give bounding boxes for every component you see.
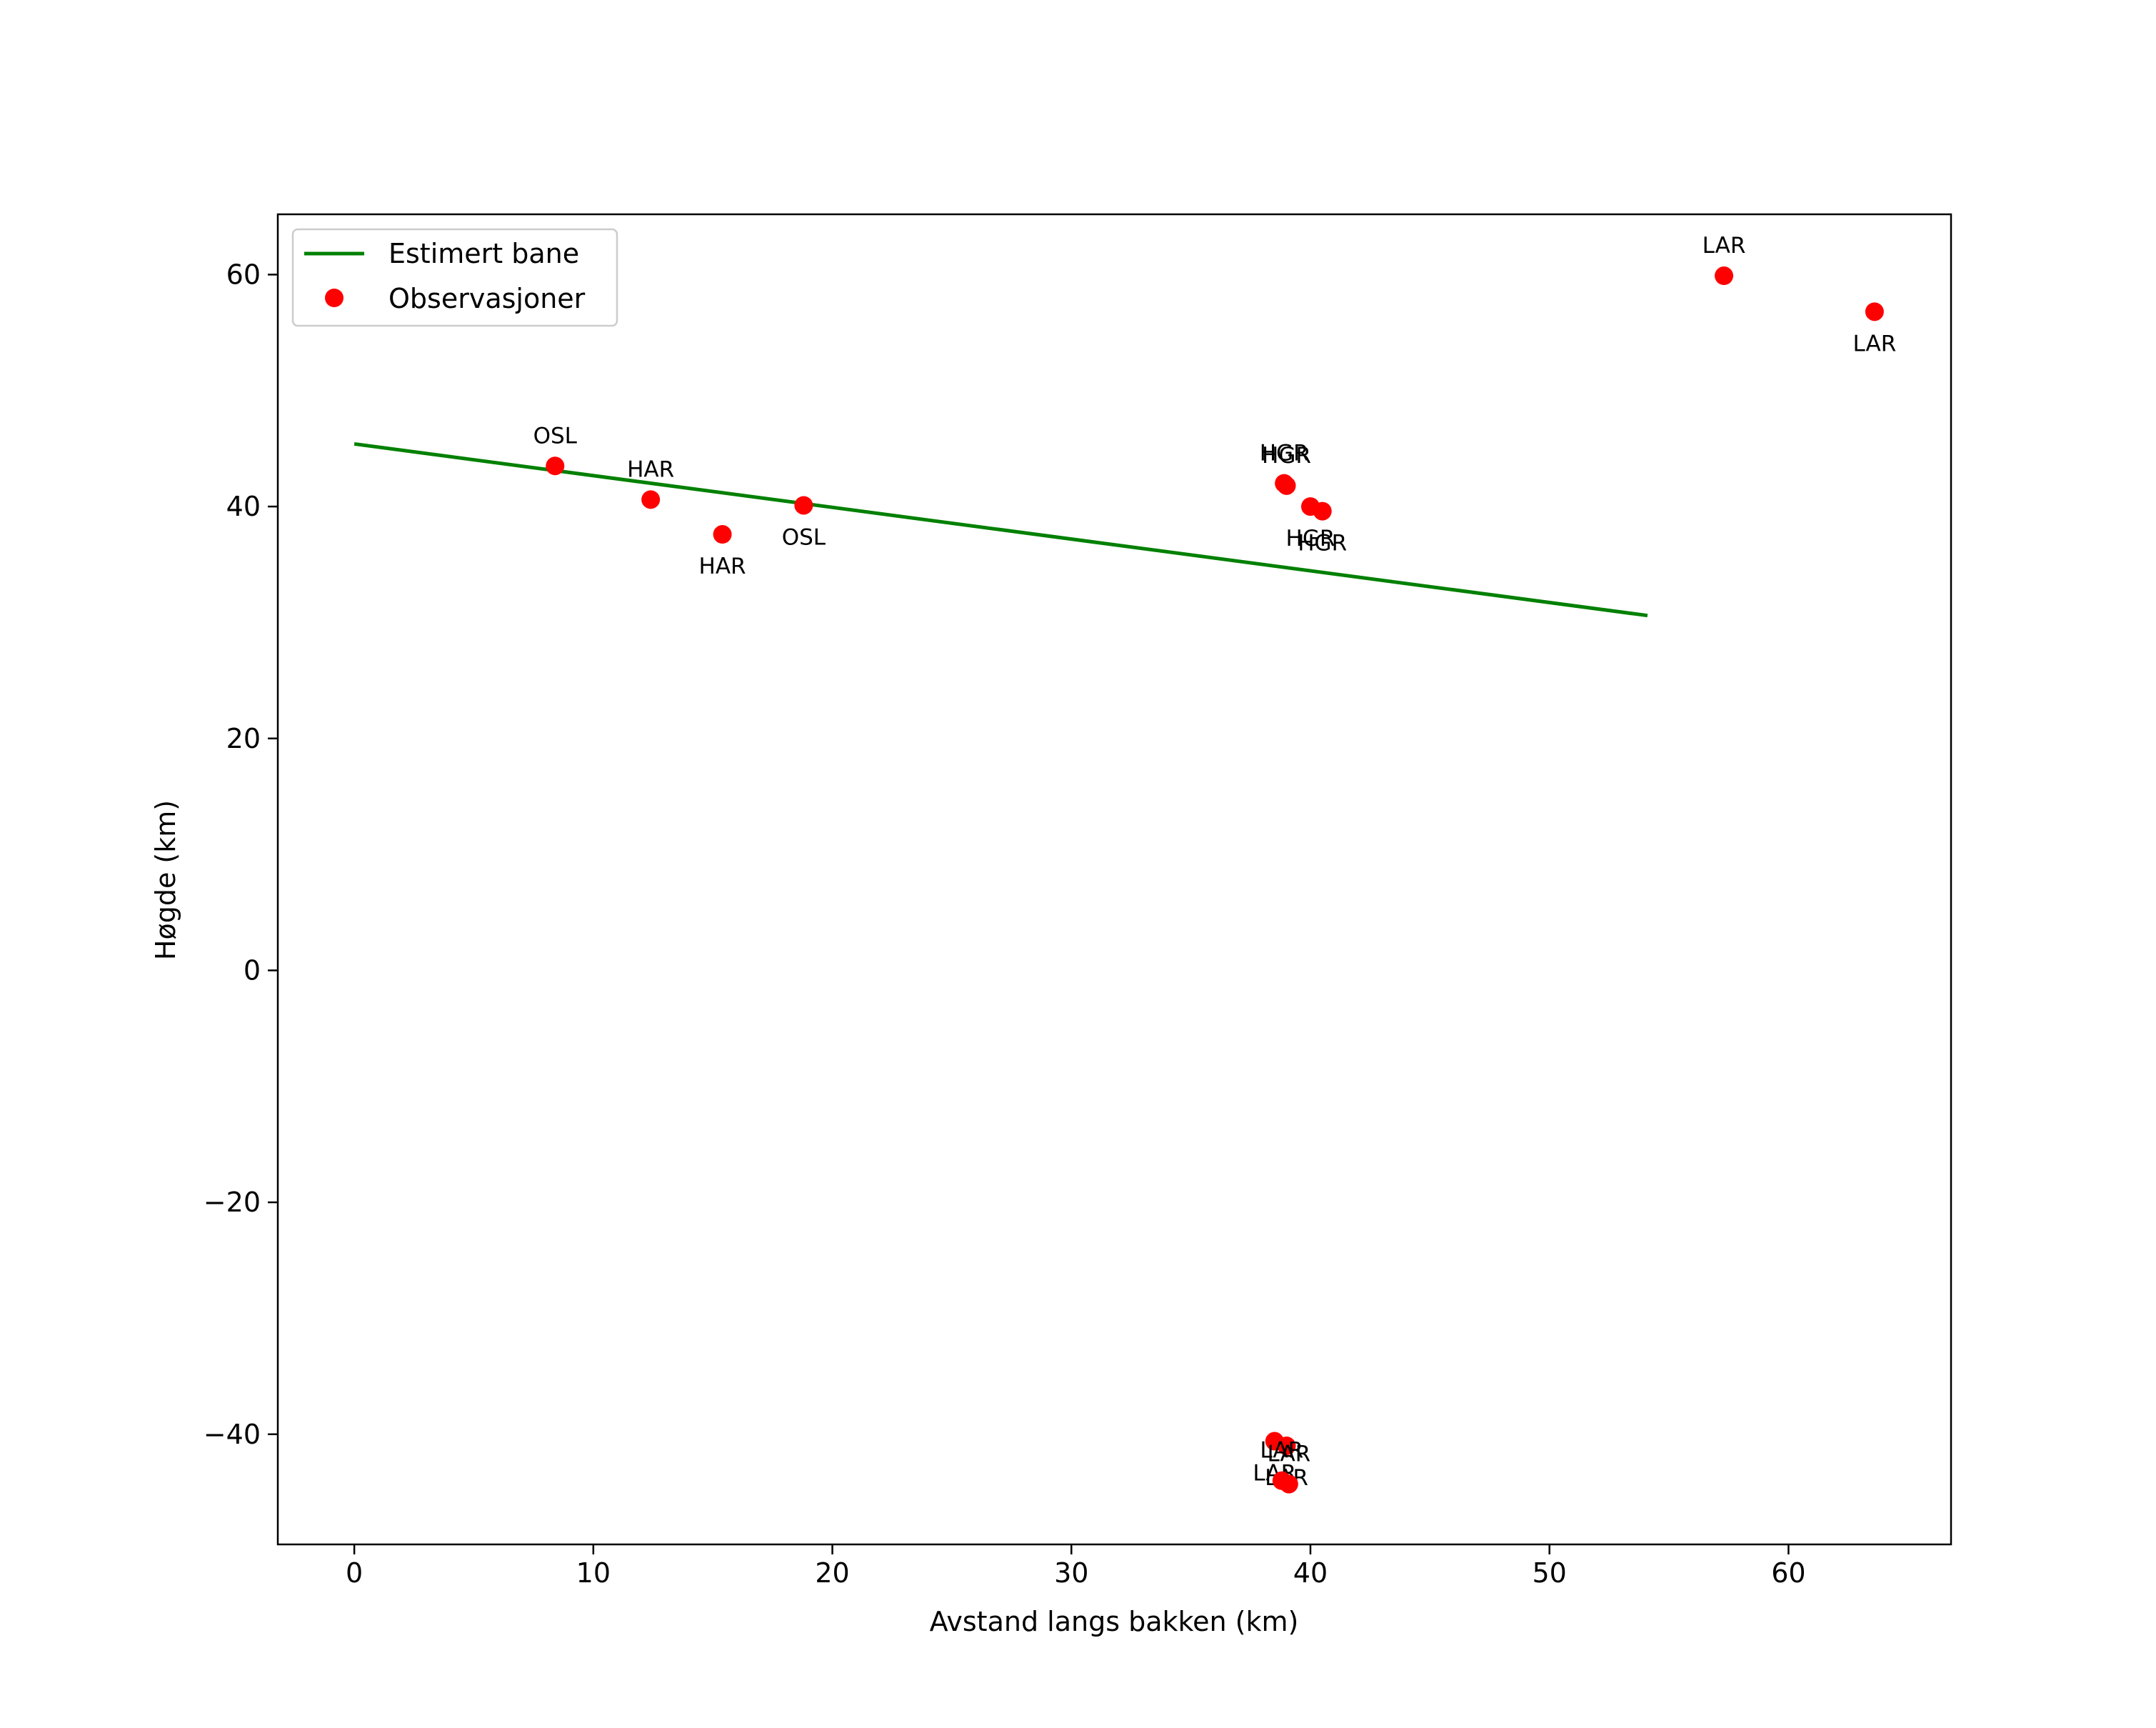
observation-point (546, 456, 565, 476)
observation-label: LAR (1267, 1442, 1310, 1467)
observation-label: LAR (1703, 233, 1746, 259)
legend-box (291, 228, 618, 327)
observation-point (713, 525, 732, 544)
observation-point (1279, 1474, 1298, 1494)
observation-label: HGR (1260, 441, 1309, 466)
x-tick-label: 40 (1293, 1557, 1328, 1589)
observation-label: HGR (1262, 443, 1311, 469)
axes-frame (276, 213, 1952, 1546)
y-axis-label: Høgde (km) (150, 800, 181, 960)
x-tick-label: 10 (576, 1557, 611, 1589)
legend-label-line: Estimert bane (388, 238, 579, 269)
observation-point (794, 496, 813, 515)
observation-point (641, 490, 661, 509)
observation-label: HAR (627, 456, 674, 482)
observation-label: OSL (533, 423, 578, 449)
observation-label: LAR (1853, 331, 1897, 356)
y-tick-label: 0 (244, 954, 261, 986)
observation-point (1865, 302, 1884, 321)
observation-label: HGR (1298, 531, 1347, 556)
estimated-trajectory-line (354, 441, 1648, 618)
observation-point (1277, 476, 1296, 495)
y-tick-label: 20 (226, 723, 261, 754)
y-tick-label: −20 (204, 1187, 261, 1218)
legend: Estimert bane Observasjoner (291, 228, 618, 327)
x-tick-label: 60 (1771, 1557, 1805, 1589)
observation-point (1715, 266, 1734, 286)
observation-point (1277, 1437, 1296, 1456)
y-tick-label: 40 (226, 491, 261, 522)
axis-ticks: 0 10 20 30 40 50 60 −40 −20 0 20 40 60 (204, 259, 1806, 1589)
observation-label: LAR (1260, 1438, 1303, 1464)
legend-marker-swatch (325, 289, 344, 307)
legend-label-markers: Observasjoner (388, 283, 586, 314)
plot-area: OSLHARHAROSLHGRHGRHGRHGRLARLARLARLARLARL… (354, 233, 1896, 1494)
x-tick-label: 0 (346, 1557, 363, 1589)
x-tick-label: 30 (1054, 1557, 1088, 1589)
x-axis-label: Avstand langs bakken (km) (930, 1606, 1299, 1637)
y-tick-label: 60 (226, 259, 261, 290)
x-tick-label: 20 (815, 1557, 849, 1589)
x-tick-label: 50 (1533, 1557, 1567, 1589)
observation-label: OSL (782, 524, 826, 550)
observation-label: HAR (699, 554, 746, 579)
observation-label: HGR (1286, 526, 1335, 551)
y-tick-label: −40 (204, 1419, 261, 1450)
observation-point (1313, 501, 1332, 521)
